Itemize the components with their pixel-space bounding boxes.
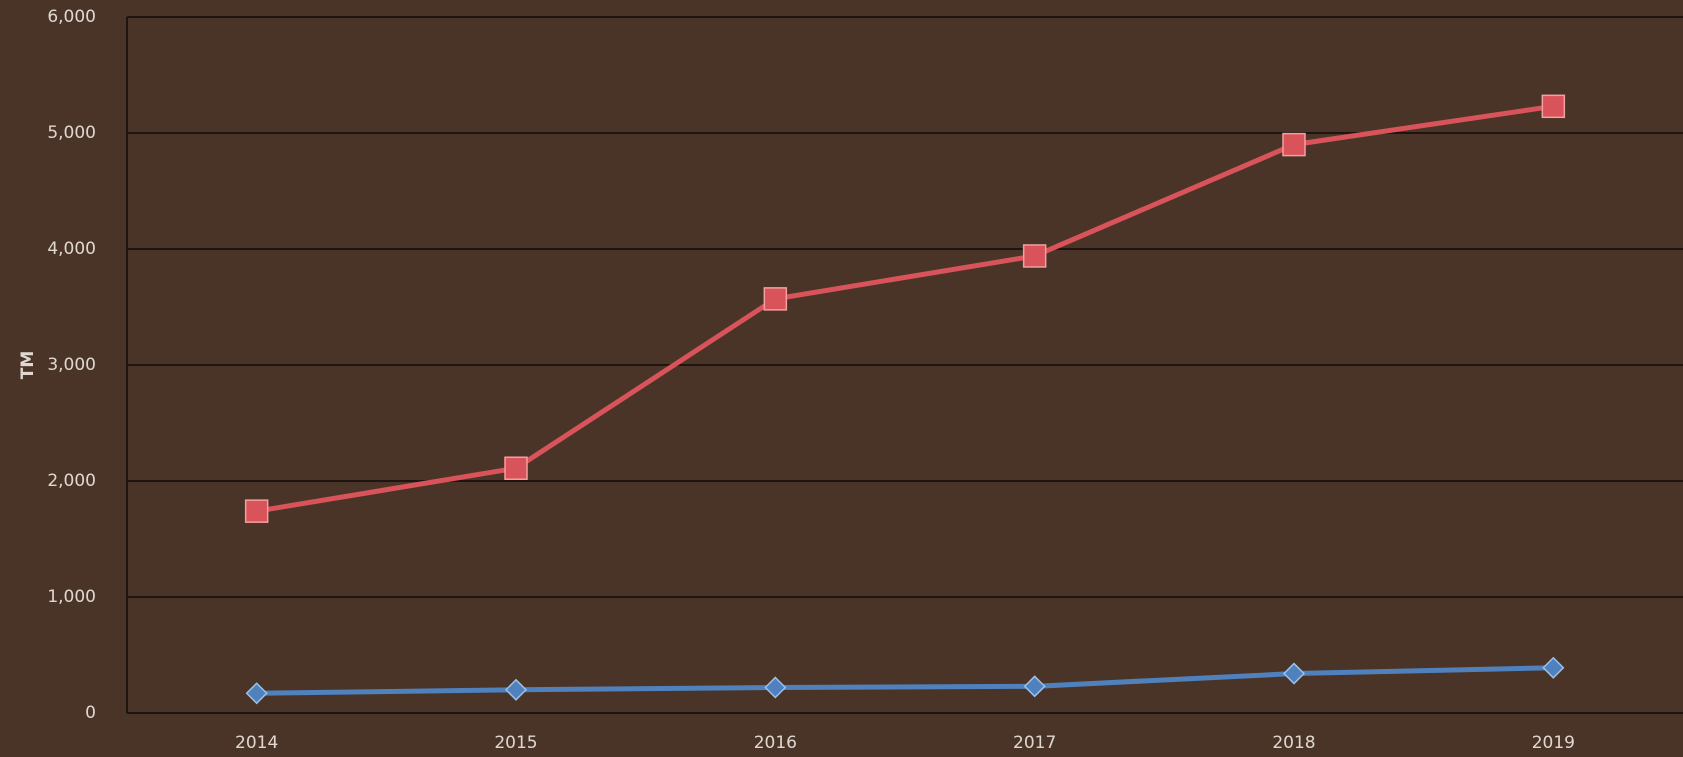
- y-tick-label: 3,000: [47, 355, 96, 375]
- x-tick-label: 2019: [1532, 733, 1575, 753]
- marker: [244, 499, 269, 523]
- marker: [764, 676, 787, 699]
- series-line: [256, 103, 1554, 514]
- x-tick-label: 2017: [1013, 733, 1056, 753]
- marker: [1282, 662, 1306, 685]
- marker: [1022, 244, 1047, 268]
- x-tick-label: 2018: [1272, 733, 1315, 753]
- x-tick-label: 2015: [494, 733, 537, 753]
- marker: [245, 682, 268, 705]
- marker: [1023, 675, 1046, 698]
- y-tick-label: 1,000: [47, 587, 96, 607]
- y-tick-label: 6,000: [47, 7, 96, 27]
- y-tick-label: 2,000: [47, 471, 96, 491]
- y-tick-label: 4,000: [47, 239, 96, 259]
- marker: [1542, 656, 1565, 679]
- marker: [504, 456, 528, 480]
- marker: [1282, 132, 1306, 157]
- y-axis-label: TM: [18, 351, 38, 380]
- x-tick-label: 2016: [754, 733, 797, 753]
- x-tick-label: 2014: [235, 733, 278, 753]
- y-tick-label: 5,000: [47, 123, 96, 143]
- marker: [763, 287, 788, 311]
- y-tick-label: 0: [85, 703, 96, 723]
- marker: [1541, 94, 1566, 119]
- marker: [504, 678, 528, 701]
- series-line: [256, 665, 1554, 696]
